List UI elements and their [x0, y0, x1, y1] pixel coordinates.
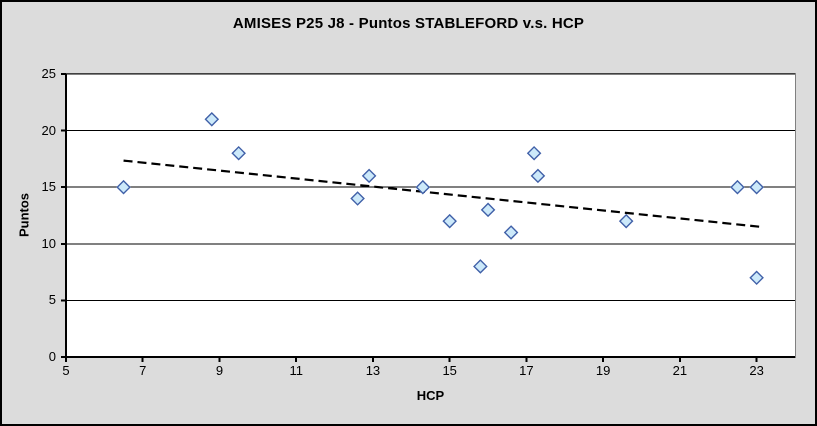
y-tick-label-25: 25: [41, 66, 56, 81]
data-point-marker-9: [503, 225, 519, 240]
y-tick-label-5: 5: [48, 292, 56, 308]
chart-title: AMISES P25 J8 - Puntos STABLEFORD v.s. H…: [232, 15, 585, 32]
x-tick-label-23: 23: [749, 363, 764, 378]
data-point-marker-8: [480, 202, 496, 218]
data-point-marker-10: [526, 145, 542, 161]
data-point-marker-0: [116, 179, 131, 195]
y-tick-label-0: 0: [48, 349, 56, 364]
data-point-marker-14: [749, 179, 764, 195]
data-point-marker-11: [530, 168, 546, 184]
y-tick-label-10: 10: [41, 235, 56, 251]
x-tick-label-17: 17: [519, 363, 534, 378]
x-tick-label-11: 11: [289, 363, 303, 378]
trendline: [123, 159, 761, 228]
data-point-marker-3: [350, 191, 365, 206]
data-point-marker-6: [442, 213, 457, 229]
plot-area: [65, 73, 796, 358]
y-tick-label-20: 20: [41, 122, 56, 138]
data-point-marker-7: [473, 259, 488, 274]
x-tick-label-19: 19: [595, 363, 611, 378]
data-point-marker-5: [415, 179, 431, 195]
x-axis-title: HCP: [416, 388, 445, 403]
x-tick-label-21: 21: [672, 363, 688, 378]
data-point-marker-15: [749, 270, 764, 286]
data-point-marker-4: [361, 168, 377, 184]
data-point-marker-12: [618, 213, 634, 229]
x-tick-label-5: 5: [62, 363, 70, 378]
data-point-marker-1: [204, 111, 220, 127]
x-tick-label-15: 15: [442, 363, 457, 378]
data-point-marker-2: [231, 145, 246, 161]
data-point-marker-13: [730, 179, 745, 195]
x-tick-label-9: 9: [215, 363, 224, 378]
x-tick-label-7: 7: [139, 363, 147, 378]
y-axis-title: Puntos: [16, 192, 32, 238]
plot-canvas: [61, 73, 795, 362]
x-tick-label-13: 13: [365, 363, 381, 378]
y-tick-label-15: 15: [41, 179, 56, 195]
